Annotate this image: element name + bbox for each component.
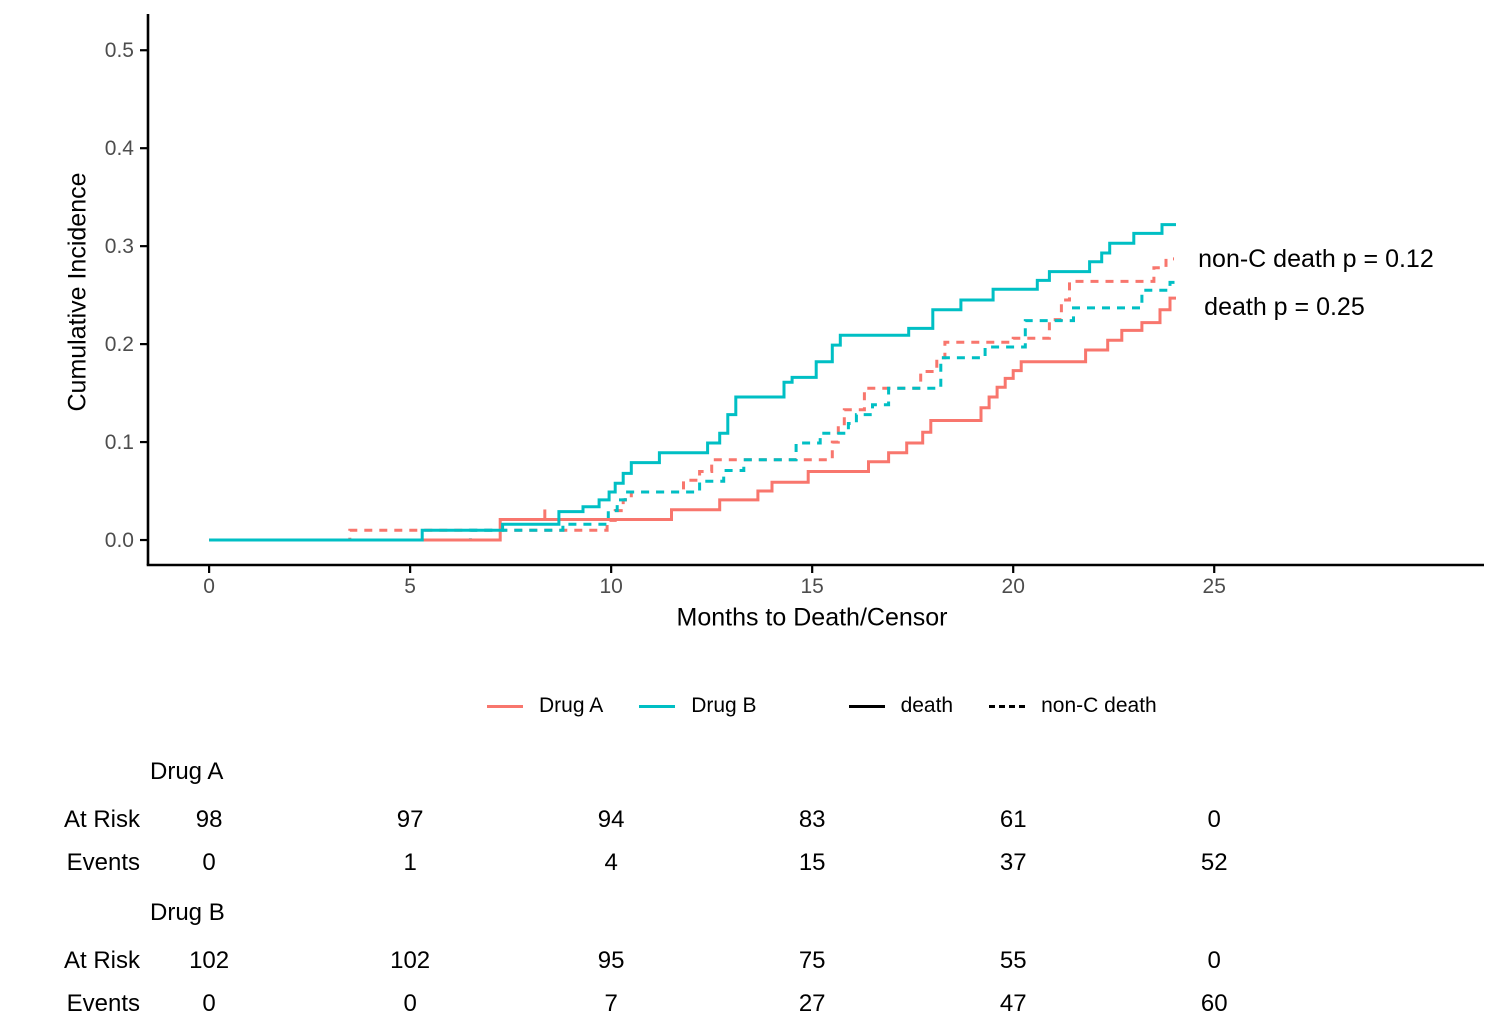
curve-drug-b-non-C-death: [209, 280, 1176, 542]
y-tick-label: 0.1: [105, 431, 134, 454]
y-tick-label: 0.5: [105, 39, 134, 62]
drug-a-line-swatch: [487, 704, 523, 708]
risk-value: 60: [1200, 990, 1228, 1017]
risk-row-label: Events: [66, 849, 140, 876]
risk-value: 83: [798, 806, 826, 833]
risk-value: 61: [999, 806, 1027, 833]
death-solid-line-swatch: [848, 704, 885, 708]
curve-drug-a-non-C-death: [209, 257, 1174, 542]
risk-value: 37: [999, 849, 1027, 876]
risk-value: 102: [390, 947, 431, 974]
chart-legend: Drug A Drug B death non-C death: [487, 691, 1193, 721]
y-tick-label: 0.3: [105, 235, 134, 258]
p-value-annotation: non-C death p = 0.12: [1198, 245, 1434, 273]
x-tick-label: 25: [1203, 575, 1226, 598]
curve-drug-a-death: [209, 296, 1176, 542]
x-tick-label: 10: [599, 575, 622, 598]
risk-table-row: At Risk 98 97 94 83 61 0: [0, 804, 1488, 836]
legend-label-non-c-death: non-C death: [1041, 694, 1157, 717]
risk-value: 1: [403, 849, 417, 876]
risk-value: 0: [202, 849, 216, 876]
non-c-death-dashed-line-swatch: [989, 704, 1026, 708]
risk-value: 7: [604, 990, 618, 1017]
risk-value: 102: [189, 947, 230, 974]
risk-value: 27: [798, 990, 826, 1017]
risk-table-row: Events 0 1 4 15 37 52: [0, 847, 1488, 879]
risk-value: 4: [604, 849, 618, 876]
risk-value: 47: [999, 990, 1027, 1017]
risk-group-header: Drug B: [0, 897, 1488, 929]
risk-row-label: Events: [66, 990, 140, 1017]
risk-value: 52: [1200, 849, 1228, 876]
risk-value: 98: [195, 806, 223, 833]
risk-value: 94: [597, 806, 625, 833]
y-tick-label: 0.2: [105, 333, 134, 356]
legend-label-death: death: [900, 694, 954, 717]
x-tick-label: 15: [801, 575, 824, 598]
y-tick-label: 0.0: [105, 529, 134, 552]
x-tick-label: 20: [1002, 575, 1025, 598]
legend-item-non-c-death: non-C death: [989, 694, 1157, 718]
legend-item-death: death: [848, 694, 954, 718]
risk-group-label: Drug B: [150, 899, 225, 926]
legend-label-drug-b: Drug B: [691, 694, 757, 717]
risk-value: 55: [999, 947, 1027, 974]
x-tick-label: 5: [404, 575, 416, 598]
drug-b-line-swatch: [639, 704, 676, 708]
y-axis-label: Cumulative Incidence: [63, 172, 92, 412]
risk-value: 0: [1207, 806, 1221, 833]
risk-group-header: Drug A: [0, 756, 1488, 788]
risk-group-label: Drug A: [150, 758, 224, 785]
x-tick-label: 0: [203, 575, 215, 598]
risk-value: 95: [597, 947, 625, 974]
risk-row-label: At Risk: [63, 947, 140, 974]
risk-value: 97: [396, 806, 424, 833]
risk-row-label: At Risk: [63, 806, 140, 833]
risk-value: 0: [202, 990, 216, 1017]
legend-item-drug-b: Drug B: [639, 694, 757, 718]
y-tick-label: 0.4: [105, 137, 135, 160]
risk-value: 75: [798, 947, 826, 974]
p-value-annotation: death p = 0.25: [1204, 293, 1365, 321]
risk-table-row: Events 0 0 7 27 47 60: [0, 988, 1488, 1020]
risk-table-row: At Risk 102 102 95 75 55 0: [0, 945, 1488, 977]
risk-value: 0: [1207, 947, 1221, 974]
cumulative-incidence-plot: 0 5 10 15 20 25 0.0 0.1 0.2 0.3 0.4 0.5 non-C death …: [105, 14, 1484, 598]
curve-drug-b-death: [209, 223, 1176, 542]
x-axis-label: Months to Death/Censor: [676, 603, 948, 632]
risk-value: 15: [798, 849, 826, 876]
legend-label-drug-a: Drug A: [539, 694, 604, 717]
risk-value: 0: [403, 990, 417, 1017]
legend-item-drug-a: Drug A: [487, 694, 603, 718]
